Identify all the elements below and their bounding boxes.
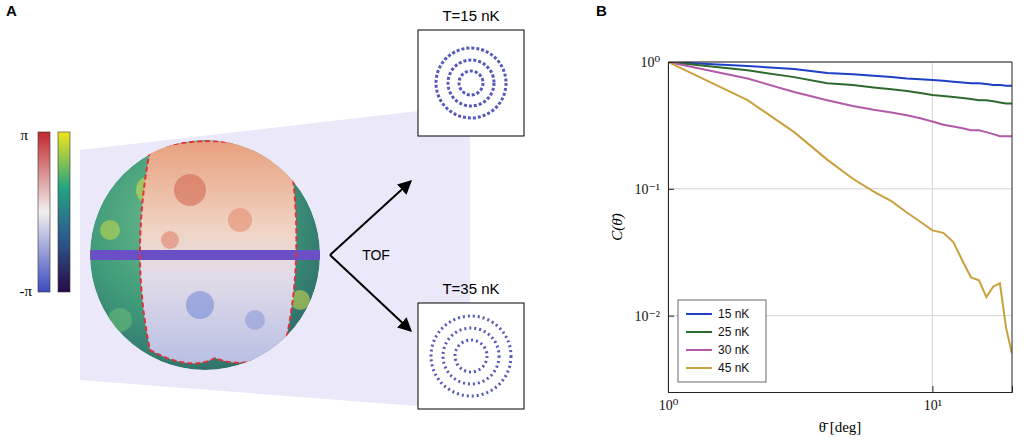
panel-letter: A — [6, 2, 17, 19]
tick-label: 10⁻² — [634, 309, 660, 324]
legend-swatch — [686, 331, 712, 333]
panel-letter: B — [596, 2, 607, 19]
cutaway-spot — [186, 291, 214, 319]
fringe-ring — [459, 71, 483, 95]
series-line — [668, 62, 1012, 354]
image-frame — [418, 303, 524, 409]
colorbar — [38, 132, 50, 292]
panel-a: Aπ -π TOF T=15 nK T=35 nK — [6, 2, 524, 410]
legend-swatch — [686, 349, 712, 351]
axis-line — [669, 63, 675, 393]
image-frame — [418, 30, 524, 136]
tick-label: 10⁰ — [659, 398, 679, 413]
sphere-spot — [108, 308, 132, 332]
series-line — [668, 62, 1012, 104]
tick: 10⁻² — [634, 309, 674, 324]
grid-line — [932, 62, 933, 392]
image-title: T=15 nK — [442, 7, 499, 24]
frame-line — [668, 62, 1012, 63]
series-line — [668, 62, 1012, 86]
figure: Aπ -π TOF T=15 nK T=35 nK B 10⁰ 10¹ 10⁻² 10⁻¹ 10⁰ θ… — [0, 0, 1028, 440]
sphere — [85, 140, 325, 370]
tick-mark — [932, 386, 933, 392]
fringe-ring — [443, 328, 499, 384]
tick-mark — [668, 189, 674, 190]
tick-label: 10¹ — [924, 398, 942, 413]
tick: 10⁻¹ — [634, 182, 674, 197]
legend-label: 25 nK — [718, 325, 749, 339]
y-axis-title: C(θ̄) — [609, 213, 626, 240]
plot-background — [668, 62, 1012, 392]
legend-swatch — [686, 313, 712, 315]
cutaway-spot — [228, 208, 252, 232]
legend-label: 15 nK — [718, 307, 749, 321]
cutaway-spot — [161, 231, 179, 249]
y-axis: 10⁻² 10⁻¹ 10⁰ — [634, 55, 674, 393]
legend-swatch — [686, 367, 712, 369]
plane — [80, 105, 470, 410]
tick: 10¹ — [924, 386, 942, 413]
tick-label: 10⁻¹ — [634, 182, 660, 197]
x-axis: 10⁰ 10¹ — [659, 386, 1013, 413]
equator-band — [85, 250, 325, 260]
sphere-spot — [100, 220, 120, 240]
legend-label: 30 nK — [718, 343, 749, 357]
legend-label: 45 nK — [718, 361, 749, 375]
arrow-label: TOF — [362, 247, 390, 263]
plot-lines — [668, 62, 1012, 354]
cutaway-spot — [174, 174, 206, 206]
colorbar — [58, 132, 70, 292]
axis-line — [669, 386, 1013, 393]
arrow — [330, 255, 410, 330]
cutaway-spot — [245, 310, 265, 330]
tick-mark — [668, 316, 674, 317]
grid-line — [668, 62, 1012, 63]
fringe-ring — [455, 340, 487, 372]
fringe-ring — [448, 60, 494, 106]
frame-line — [1012, 62, 1013, 392]
fringe-ring — [436, 48, 506, 118]
arrow — [330, 182, 410, 255]
image-title: T=35 nK — [442, 280, 499, 297]
grid-line — [668, 188, 1012, 189]
colorbar-label: π — [20, 127, 28, 143]
legend-box — [678, 300, 766, 382]
fringe-ring — [431, 316, 511, 396]
tick-label: 10⁰ — [640, 55, 660, 70]
series-line — [668, 62, 1012, 136]
legend: 15 nK 25 nK 30 nK 45 nK — [678, 300, 766, 382]
colorbar-label: -π — [19, 283, 32, 299]
cut-outline — [140, 141, 296, 363]
x-axis-title: θ̄ [deg] — [819, 419, 862, 435]
panel-b: B 10⁰ 10¹ 10⁻² 10⁻¹ 10⁰ θ̄ [deg] C(θ̄) 15 nK 25 n… — [596, 2, 1013, 435]
